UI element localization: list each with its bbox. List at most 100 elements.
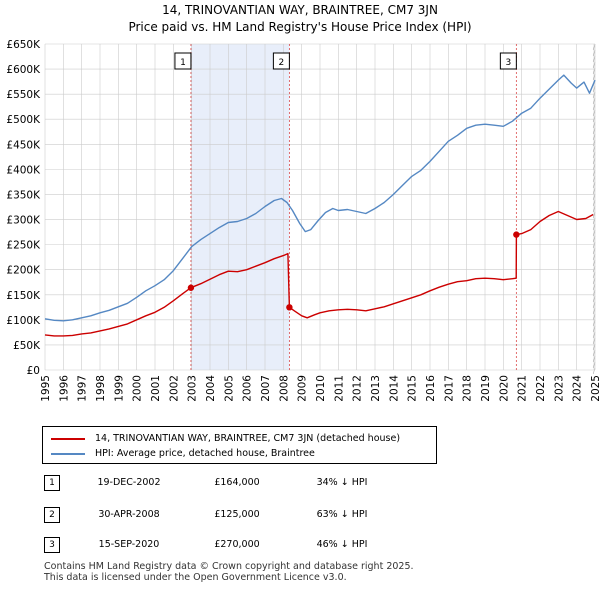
hatch-line <box>592 133 596 141</box>
x-tick-label: 2000 <box>132 375 144 402</box>
y-tick-label: £350K <box>6 189 41 201</box>
transaction-price: £125,000 <box>214 509 260 520</box>
hatch-line <box>592 175 596 183</box>
hatch-line <box>592 73 596 81</box>
x-tick-label: 2017 <box>443 375 455 402</box>
x-tick-label: 2013 <box>370 375 382 402</box>
marker-label: 3 <box>505 58 511 68</box>
x-tick-label: 1996 <box>58 375 70 402</box>
hatch-line <box>592 49 596 57</box>
x-tick-label: 2018 <box>462 375 474 402</box>
y-tick-label: £50K <box>13 340 41 352</box>
hatch-line <box>592 151 596 159</box>
y-tick-label: £500K <box>6 114 41 126</box>
hatch-line <box>592 55 596 63</box>
x-tick-label: 2016 <box>425 375 437 402</box>
transaction-date: 30-APR-2008 <box>98 509 160 520</box>
axis-layer: £0 £50K £100K £150K £200K £250K £300K £350K £400… <box>6 39 600 402</box>
transaction-date: 19-DEC-2002 <box>97 477 161 488</box>
shaded-range <box>190 44 290 370</box>
legend-item-hpi: HPI: Average price, detached house, Brai… <box>51 448 315 459</box>
legend-swatch-price-paid <box>51 437 85 440</box>
x-tick-label: 2023 <box>553 375 565 402</box>
hatch-line <box>592 277 596 285</box>
chart-title-line-2: Price paid vs. HM Land Registry's House … <box>128 20 472 34</box>
hatch-line <box>592 139 596 147</box>
x-tick-label: 2005 <box>223 375 235 402</box>
transaction-date: 15-SEP-2020 <box>98 539 160 550</box>
y-tick-label: £200K <box>6 265 41 277</box>
sale-point <box>187 284 195 291</box>
hatch-line <box>592 307 596 315</box>
y-tick-label: £0 <box>27 365 40 377</box>
transaction-number: 3 <box>44 537 60 553</box>
transaction-hpi-diff: 63% ↓ HPI <box>316 509 368 520</box>
sale-point <box>513 231 520 238</box>
x-tick-label: 2008 <box>278 375 290 402</box>
hatch-line <box>592 97 596 105</box>
transaction-number: 1 <box>44 475 60 491</box>
x-tick-label: 2025 <box>590 375 600 402</box>
grid-layer <box>44 43 596 371</box>
series-line-hpi <box>44 74 596 322</box>
hatch-line <box>592 301 596 309</box>
legend-item-price-paid: 14, TRINOVANTIAN WAY, BRAINTREE, CM7 3JN… <box>51 433 400 444</box>
x-tick-label: 1999 <box>113 375 125 402</box>
series-layer <box>44 74 596 337</box>
hatch-line <box>592 235 596 243</box>
hatch-line <box>592 187 596 195</box>
x-tick-label: 2004 <box>205 375 217 402</box>
x-tick-label: 2021 <box>517 375 529 402</box>
hatch-line <box>592 271 596 279</box>
hatch-line <box>592 325 596 333</box>
hatch-line <box>592 331 596 339</box>
hatch-line <box>592 181 596 189</box>
x-tick-label: 2009 <box>297 375 309 402</box>
y-tick-label: £150K <box>6 290 41 302</box>
x-tick-label: 2022 <box>535 375 547 402</box>
x-tick-label: 2006 <box>242 375 254 402</box>
hatch-line <box>592 319 596 327</box>
marker-box <box>174 52 192 70</box>
x-tick-label: 2015 <box>407 375 419 402</box>
y-tick-label: £450K <box>6 139 41 151</box>
hatch-line <box>592 361 596 369</box>
x-tick-label: 1998 <box>95 375 107 402</box>
hatch-line <box>592 247 596 255</box>
x-tick-label: 2020 <box>498 375 510 402</box>
hatch-line <box>592 337 596 345</box>
hatch-line <box>592 211 596 219</box>
x-tick-label: 2014 <box>388 375 400 402</box>
hatch-line <box>592 109 596 117</box>
hatch-line <box>592 313 596 321</box>
hatched-range <box>593 44 595 370</box>
x-tick-label: 2007 <box>260 375 272 402</box>
y-tick-label: £250K <box>6 240 41 252</box>
hatch-line <box>592 295 596 303</box>
x-tick-label: 2019 <box>480 375 492 402</box>
footer-copyright: Contains HM Land Registry data © Crown c… <box>44 561 414 572</box>
hatch-line <box>592 241 596 249</box>
legend-swatch-hpi <box>51 452 85 455</box>
transaction-hpi-diff: 34% ↓ HPI <box>316 477 368 488</box>
marker-label-layer: 1 2 3 <box>174 52 517 70</box>
hatch-line <box>592 217 596 225</box>
legend-label-price-paid: 14, TRINOVANTIAN WAY, BRAINTREE, CM7 3JN… <box>95 433 401 444</box>
hatch-line <box>592 43 596 51</box>
footer-licence: This data is licensed under the Open Gov… <box>44 572 347 583</box>
y-tick-label: £650K <box>6 39 41 51</box>
y-tick-label: £100K <box>6 315 41 327</box>
y-tick-label: £300K <box>6 215 41 227</box>
transaction-hpi-diff: 46% ↓ HPI <box>316 539 368 550</box>
price-chart: £0 £50K £100K £150K £200K £250K £300K £350K £400… <box>6 39 600 402</box>
hatch-line <box>592 163 596 171</box>
hatch-line <box>592 193 596 201</box>
hatch-line <box>592 205 596 213</box>
x-tick-label: 1995 <box>40 375 52 402</box>
hatch-line <box>592 103 596 111</box>
hatch-line <box>592 157 596 165</box>
hatch-line <box>592 91 596 99</box>
marker-box <box>499 52 517 70</box>
hatch-line <box>592 223 596 231</box>
x-tick-label: 2001 <box>150 375 162 402</box>
